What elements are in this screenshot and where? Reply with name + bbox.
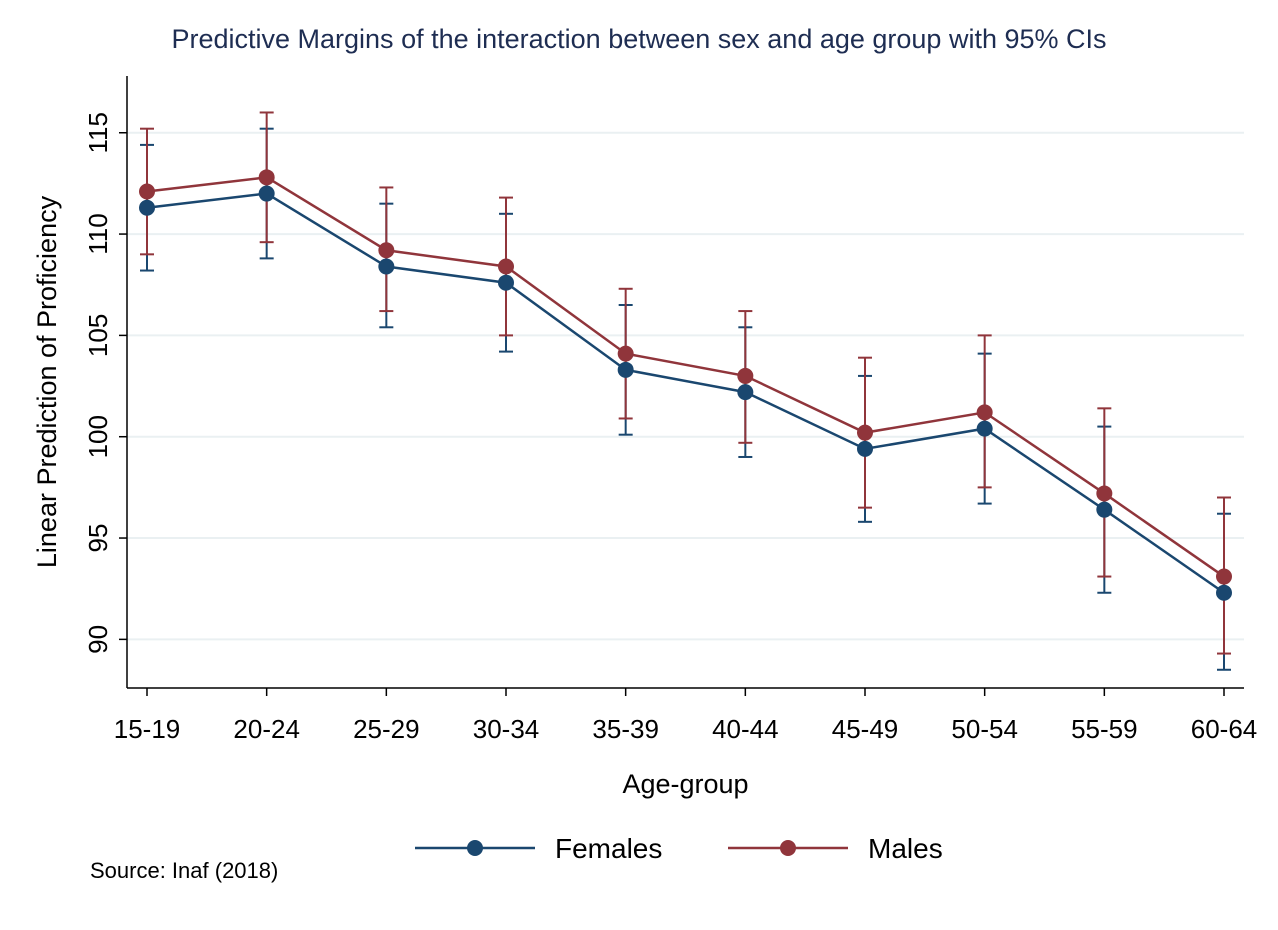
data-point-males [976, 404, 993, 421]
x-tick-label: 60-64 [1191, 714, 1258, 744]
x-tick-label: 50-54 [951, 714, 1018, 744]
x-tick-label: 55-59 [1071, 714, 1138, 744]
x-tick-label: 20-24 [233, 714, 300, 744]
chart-title: Predictive Margins of the interaction be… [171, 24, 1107, 54]
legend-marker-females [467, 840, 483, 856]
legend-marker-males [780, 840, 796, 856]
data-point-females [378, 258, 395, 275]
y-tick-label: 90 [83, 625, 113, 654]
data-point-males [258, 169, 275, 186]
y-tick-label: 105 [83, 314, 113, 357]
x-axis-title: Age-group [622, 769, 748, 799]
x-tick-label: 15-19 [114, 714, 181, 744]
data-point-females [498, 274, 514, 291]
y-tick-label: 95 [83, 524, 113, 553]
data-point-females [139, 199, 155, 216]
x-tick-label: 35-39 [592, 714, 659, 744]
data-point-males [617, 345, 634, 362]
source-note: Source: Inaf (2018) [90, 858, 279, 883]
data-point-males [1216, 568, 1232, 585]
data-point-females [1216, 584, 1232, 601]
data-point-males [139, 183, 155, 200]
data-point-females [737, 384, 754, 401]
y-tick-label: 115 [83, 112, 113, 153]
data-point-females [1096, 501, 1113, 518]
data-point-females [617, 361, 634, 378]
data-point-males [498, 258, 514, 275]
x-tick-label: 45-49 [832, 714, 899, 744]
legend-label-females: Females [555, 833, 662, 864]
data-point-females [857, 440, 873, 457]
data-point-males [378, 242, 395, 259]
y-tick-label: 100 [83, 415, 113, 458]
data-point-males [1096, 485, 1113, 502]
x-tick-label: 25-29 [353, 714, 420, 744]
y-axis-title: Linear Prediction of Proficiency [32, 195, 62, 568]
y-tick-label: 110 [83, 213, 113, 254]
x-tick-label: 30-34 [473, 714, 540, 744]
data-point-males [857, 424, 873, 441]
x-tick-label: 40-44 [712, 714, 779, 744]
data-point-females [976, 420, 993, 437]
data-point-males [737, 367, 754, 384]
legend-label-males: Males [868, 833, 943, 864]
series-line-females [146, 192, 1225, 594]
data-point-females [258, 185, 275, 202]
series-line-males [146, 176, 1225, 578]
